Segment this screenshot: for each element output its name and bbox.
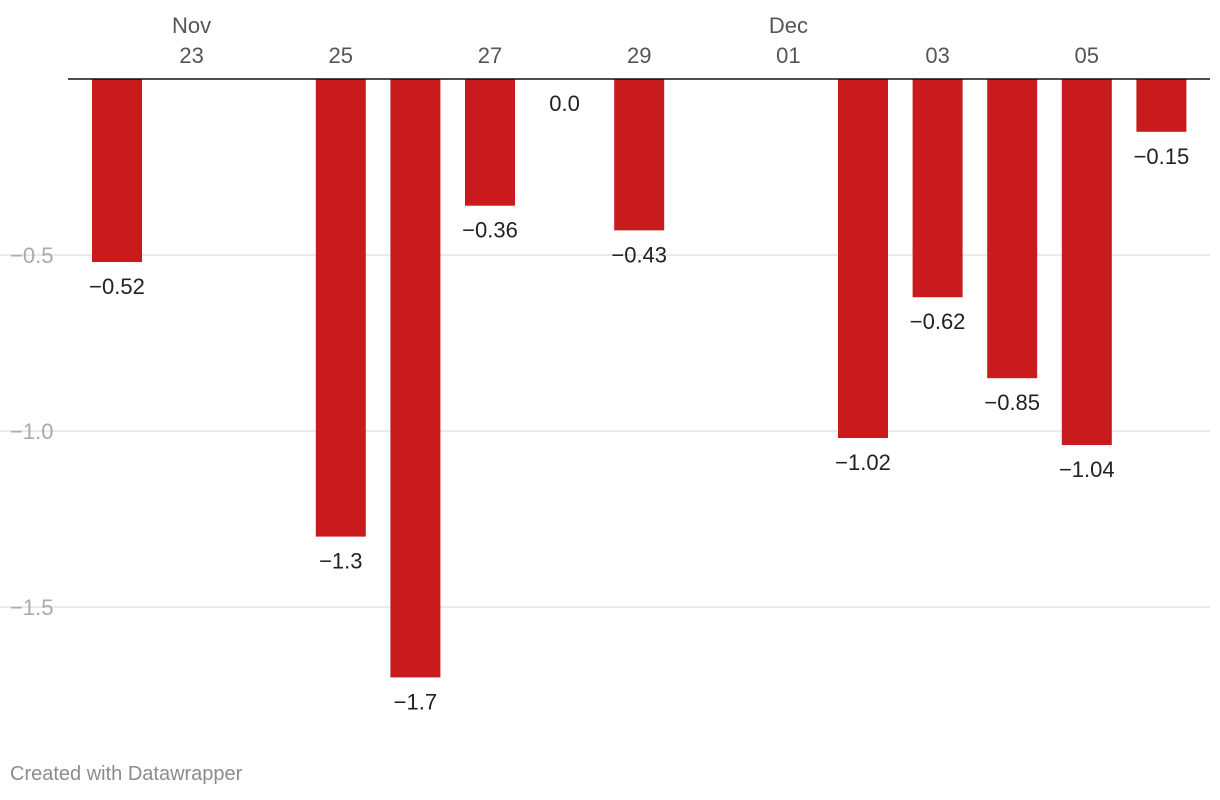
bar bbox=[912, 79, 963, 298]
bar bbox=[838, 79, 888, 439]
x-tick-label: 29 bbox=[627, 43, 651, 68]
bars bbox=[92, 79, 1187, 678]
bar-value-label: −0.36 bbox=[462, 218, 518, 243]
x-tick-label: 03 bbox=[925, 43, 949, 68]
bar-value-label: −0.62 bbox=[910, 309, 966, 334]
bar bbox=[614, 79, 665, 231]
bar-value-label: 0.0 bbox=[549, 91, 580, 116]
bar-value-label: −1.3 bbox=[319, 549, 362, 574]
bar bbox=[92, 79, 142, 263]
y-tick-label: −1.5 bbox=[10, 595, 53, 620]
bar bbox=[315, 79, 366, 537]
x-tick-label: 05 bbox=[1075, 43, 1099, 68]
bar bbox=[1061, 79, 1112, 446]
bar-value-labels: −0.52 −1.3 −1.7 −0.36 0.0 −0.43 −1.02 −0.62 −0.8… bbox=[89, 91, 1189, 714]
x-tick-month-label: Nov bbox=[172, 13, 211, 38]
footer-credit: Created with Datawrapper bbox=[10, 763, 243, 785]
bar-value-label: −0.15 bbox=[1134, 144, 1190, 169]
x-tick-month-label: Dec bbox=[769, 13, 808, 38]
y-tick-label: −0.5 bbox=[10, 243, 53, 268]
bar bbox=[465, 79, 515, 206]
bar bbox=[987, 79, 1038, 379]
y-tick-label: −1.0 bbox=[10, 419, 53, 444]
bar-value-label: −0.52 bbox=[89, 274, 145, 299]
x-tick-label: 23 bbox=[179, 43, 203, 68]
x-axis: Nov 23 25 27 29 Dec 01 03 05 bbox=[68, 13, 1210, 80]
x-tick-label: 27 bbox=[478, 43, 502, 68]
bar bbox=[1136, 79, 1187, 132]
x-tick-label: 25 bbox=[329, 43, 353, 68]
bar-chart: −0.5−1.0−1.5 −0.52−1.3−1.7−0.360.0−0.43−… bbox=[0, 13, 1210, 714]
bar-value-label: −1.7 bbox=[394, 689, 437, 714]
bar bbox=[390, 79, 441, 678]
bar-value-label: −0.43 bbox=[611, 242, 667, 267]
x-tick-label: 01 bbox=[776, 43, 800, 68]
bar-value-label: −1.04 bbox=[1059, 457, 1115, 482]
bar-value-label: −0.85 bbox=[984, 390, 1040, 415]
bar-value-label: −1.02 bbox=[835, 450, 891, 475]
